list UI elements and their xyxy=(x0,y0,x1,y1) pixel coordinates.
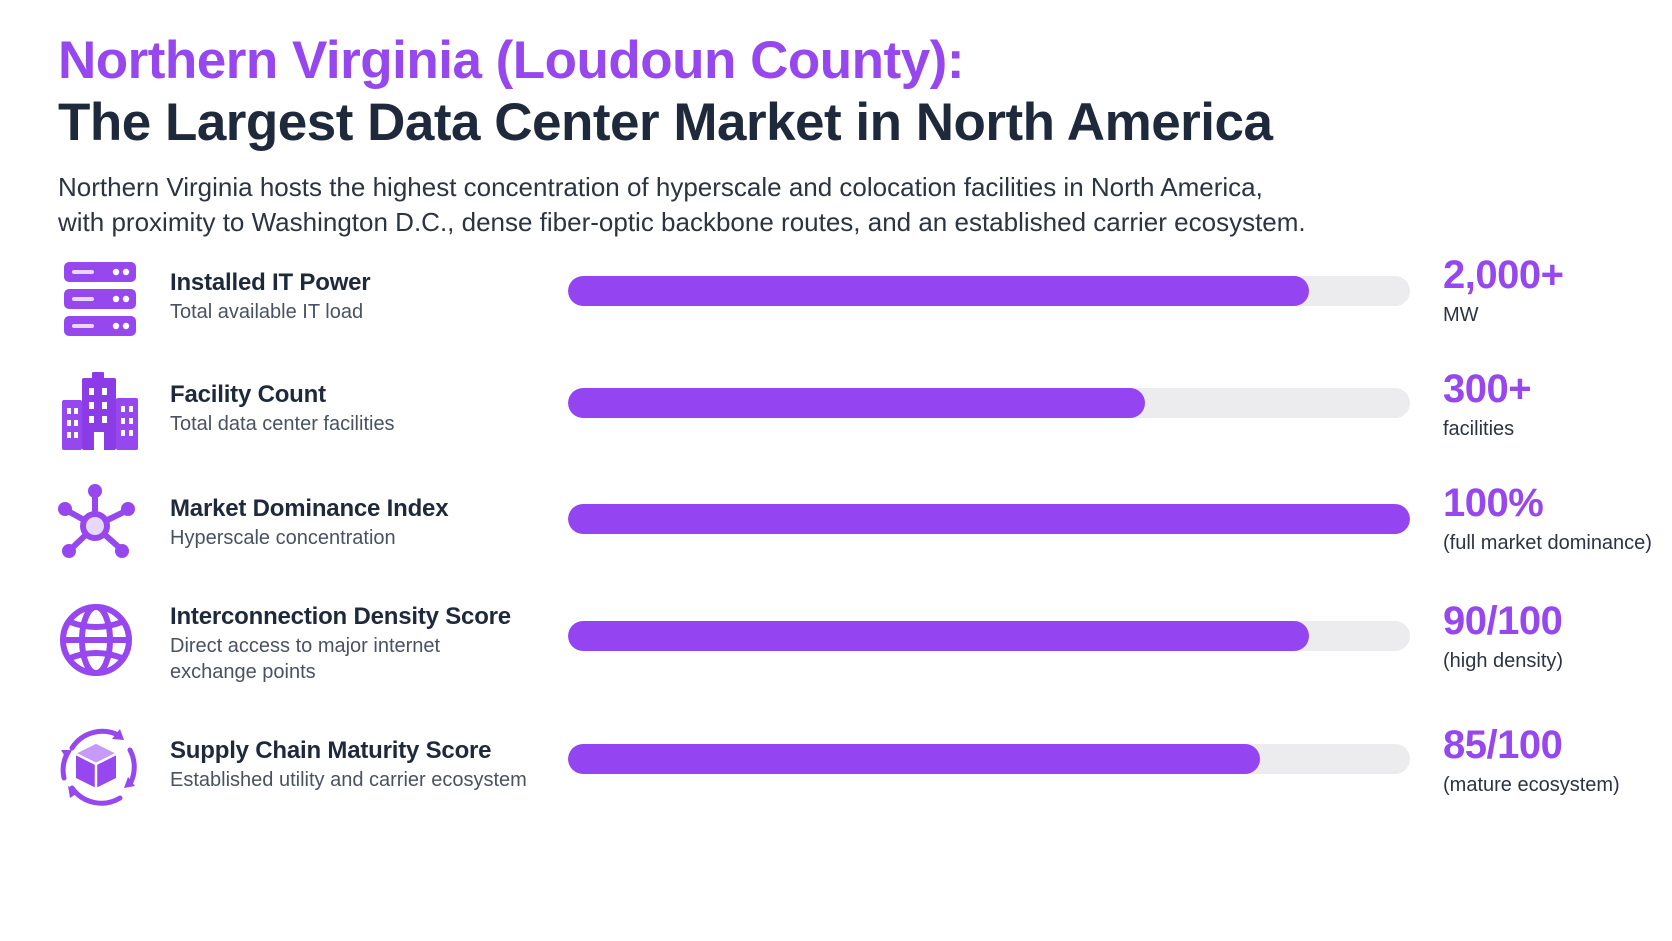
metric-description: Hyperscale concentration xyxy=(170,527,396,549)
metric-label: Facility Count Total data center facilit… xyxy=(170,380,550,437)
subtitle-line-1: Northern Virginia hosts the highest conc… xyxy=(58,172,1263,202)
metric-bar-track xyxy=(568,744,1410,774)
metric-name: Market Dominance Index xyxy=(170,495,449,522)
metric-value: 100% xyxy=(1443,481,1544,525)
metric-row-installed-it-power: Installed IT Power Total available IT lo… xyxy=(58,253,1658,368)
metric-value: 85/100 xyxy=(1443,723,1563,767)
server-stack-icon xyxy=(58,258,142,342)
metric-unit: MW xyxy=(1443,304,1479,326)
globe-icon xyxy=(58,602,142,686)
metric-row-market-dominance: Market Dominance Index Hyperscale concen… xyxy=(58,481,1658,594)
metric-bar-track xyxy=(568,388,1410,418)
metric-value: 90/100 xyxy=(1443,599,1563,643)
supply-chain-cube-icon xyxy=(58,726,142,810)
page-subtitle: Northern Virginia hosts the highest conc… xyxy=(58,170,1558,240)
metric-value-block: 85/100 (mature ecosystem) xyxy=(1443,722,1672,798)
metric-unit: (full market dominance) xyxy=(1443,532,1652,554)
page-title: Northern Virginia (Loudoun County): xyxy=(58,31,964,90)
metric-row-supply-chain-maturity: Supply Chain Maturity Score Established … xyxy=(58,723,1658,836)
network-hub-icon xyxy=(58,484,142,568)
metric-value: 300+ xyxy=(1443,367,1532,411)
metric-value-block: 2,000+ MW xyxy=(1443,252,1672,328)
metric-unit: (high density) xyxy=(1443,650,1564,672)
metric-name: Interconnection Density Score xyxy=(170,603,511,630)
metric-description: Direct access to major internet exchange… xyxy=(170,635,441,683)
metric-label: Supply Chain Maturity Score Established … xyxy=(170,736,550,793)
metric-bar-track xyxy=(568,504,1410,534)
metric-bar-fill xyxy=(568,504,1410,534)
metric-bar-fill xyxy=(568,388,1145,418)
metric-value: 2,000+ xyxy=(1443,253,1564,297)
metric-label: Interconnection Density Score Direct acc… xyxy=(170,602,550,685)
metric-value-block: 90/100 (high density) xyxy=(1443,598,1672,674)
metric-description: Established utility and carrier ecosyste… xyxy=(170,769,527,791)
metric-unit: (mature ecosystem) xyxy=(1443,774,1620,796)
metric-label: Installed IT Power Total available IT lo… xyxy=(170,268,550,325)
metric-description: Total available IT load xyxy=(170,301,364,323)
buildings-icon xyxy=(58,370,142,454)
metric-name: Supply Chain Maturity Score xyxy=(170,737,492,764)
metric-bar-fill xyxy=(568,621,1309,651)
metric-row-facility-count: Facility Count Total data center facilit… xyxy=(58,367,1658,480)
metric-name: Facility Count xyxy=(170,381,326,408)
metric-row-interconnection-density: Interconnection Density Score Direct acc… xyxy=(58,599,1658,712)
metric-bar-fill xyxy=(568,276,1309,306)
metric-bar-fill xyxy=(568,744,1261,774)
metric-value-block: 100% (full market dominance) xyxy=(1443,480,1672,556)
metric-bar-track xyxy=(568,276,1410,306)
metric-name: Installed IT Power xyxy=(170,269,371,296)
metric-description: Total data center facilities xyxy=(170,413,395,435)
metric-value-block: 300+ facilities xyxy=(1443,366,1672,442)
metric-bar-track xyxy=(568,621,1410,651)
metric-unit: facilities xyxy=(1443,418,1515,440)
subtitle-line-2: with proximity to Washington D.C., dense… xyxy=(58,207,1306,237)
metric-label: Market Dominance Index Hyperscale concen… xyxy=(170,494,550,551)
page-title-line-2: The Largest Data Center Market in North … xyxy=(58,93,1273,152)
